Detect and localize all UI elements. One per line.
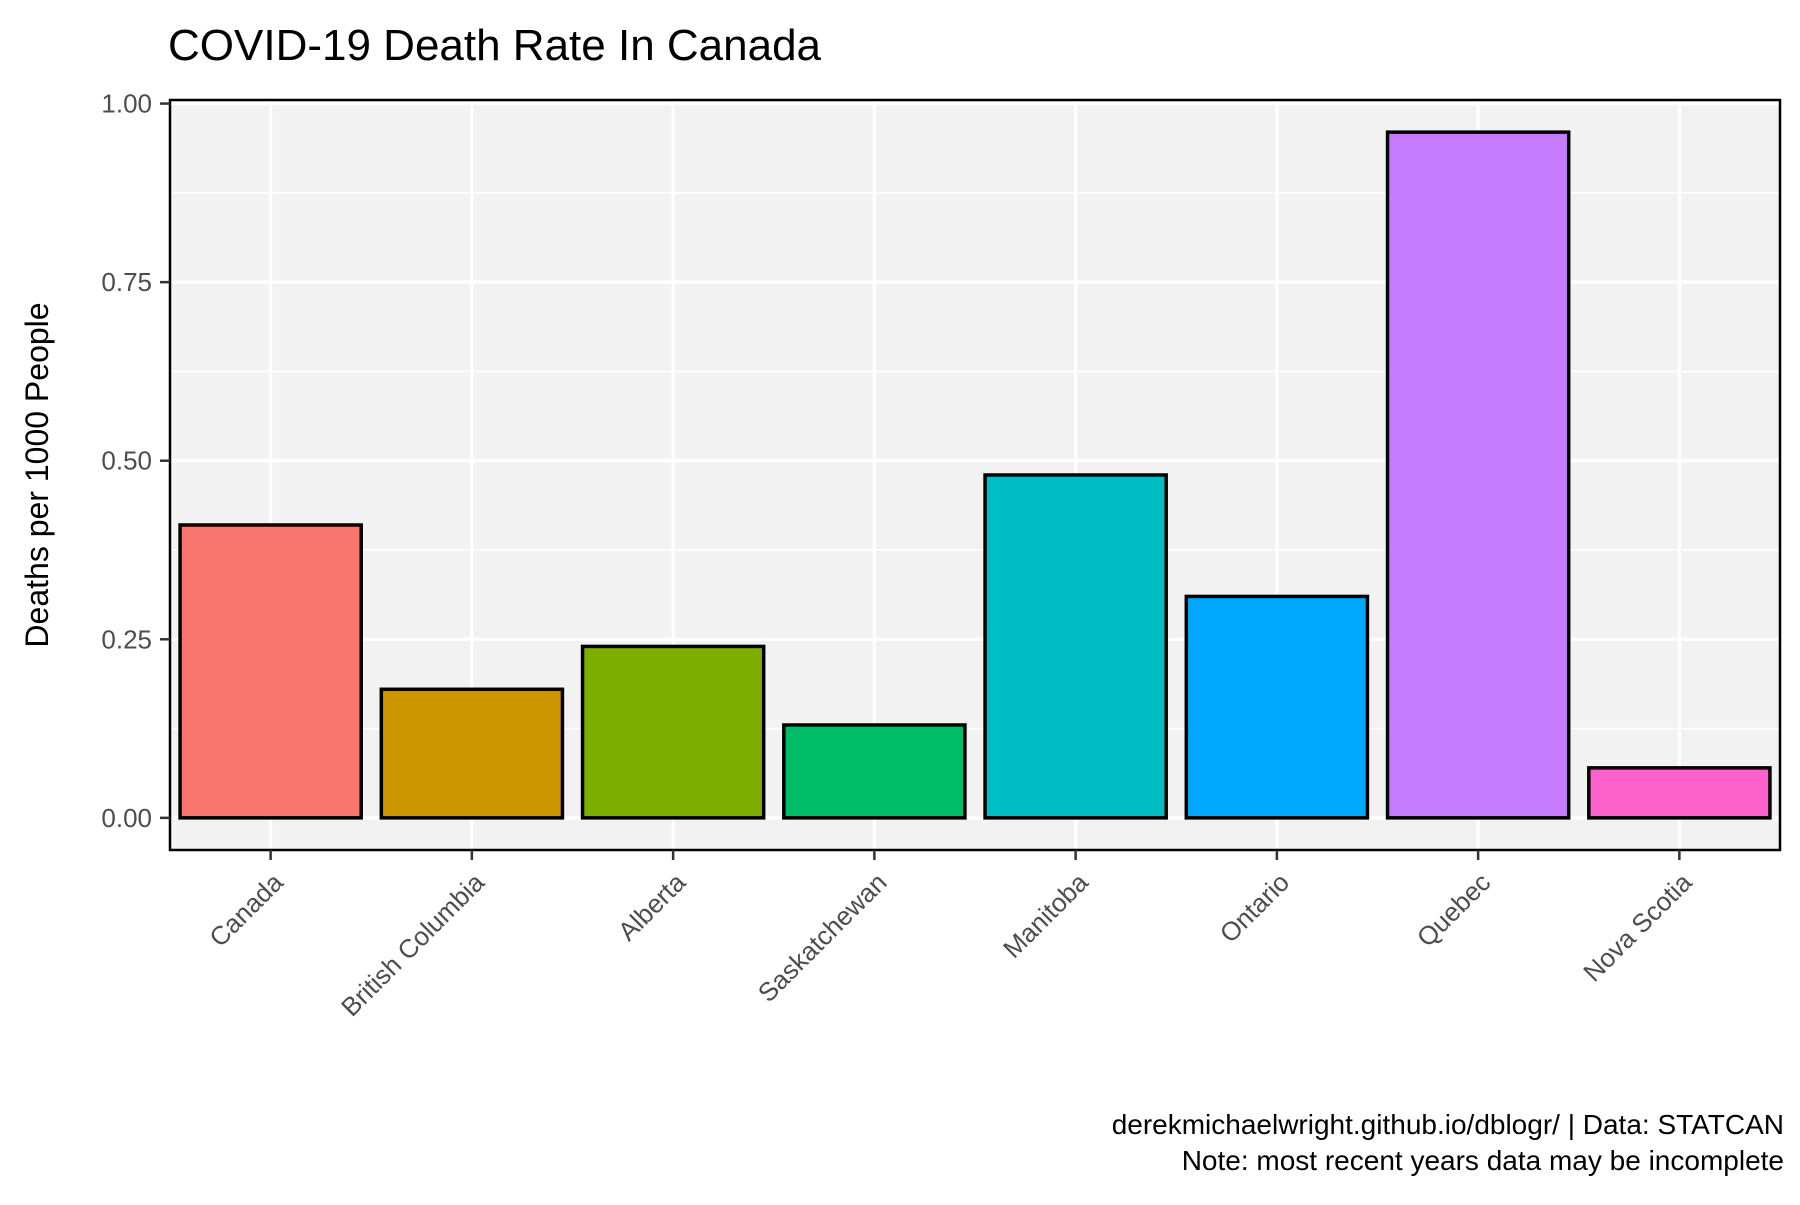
x-tick-label: British Columbia <box>335 867 490 1022</box>
bar-nova-scotia <box>1587 766 1772 820</box>
y-tick-label: 1.00 <box>101 89 152 119</box>
x-tick-label: Quebec <box>1411 867 1497 953</box>
bar-alberta <box>580 644 766 820</box>
y-tick-label: 0.00 <box>101 803 152 833</box>
x-tick-label: Alberta <box>612 867 692 947</box>
y-tick-label: 0.75 <box>101 267 152 297</box>
x-axis: Canada British Columbia Alberta Saskatchewa… <box>203 850 1698 1022</box>
y-axis: 0.00 0.25 0.50 0.75 1.00 <box>101 89 170 833</box>
x-tick-label: Manitoba <box>997 867 1094 964</box>
y-tick-label: 0.25 <box>101 624 152 654</box>
x-tick-label: Saskatchewan <box>752 867 893 1008</box>
caption-line-1: derekmichaelwright.github.io/dblogr/ | D… <box>1112 1109 1784 1140</box>
bar-quebec <box>1385 130 1571 820</box>
bar-canada <box>178 523 363 820</box>
x-tick-label: Nova Scotia <box>1577 867 1698 988</box>
x-tick-label: Canada <box>203 867 289 953</box>
bar-saskatchewan <box>782 723 967 820</box>
bar-british-columbia <box>379 687 565 820</box>
chart-title: COVID-19 Death Rate In Canada <box>168 21 822 70</box>
bars <box>178 130 1772 820</box>
caption-line-2: Note: most recent years data may be inco… <box>1182 1145 1784 1176</box>
y-tick-label: 0.50 <box>101 446 152 476</box>
x-tick-label: Ontario <box>1214 867 1296 949</box>
bar-manitoba <box>983 473 1168 820</box>
bar-ontario <box>1184 594 1370 820</box>
plot-border <box>168 98 1782 852</box>
y-axis-title: Deaths per 1000 People <box>19 302 55 647</box>
